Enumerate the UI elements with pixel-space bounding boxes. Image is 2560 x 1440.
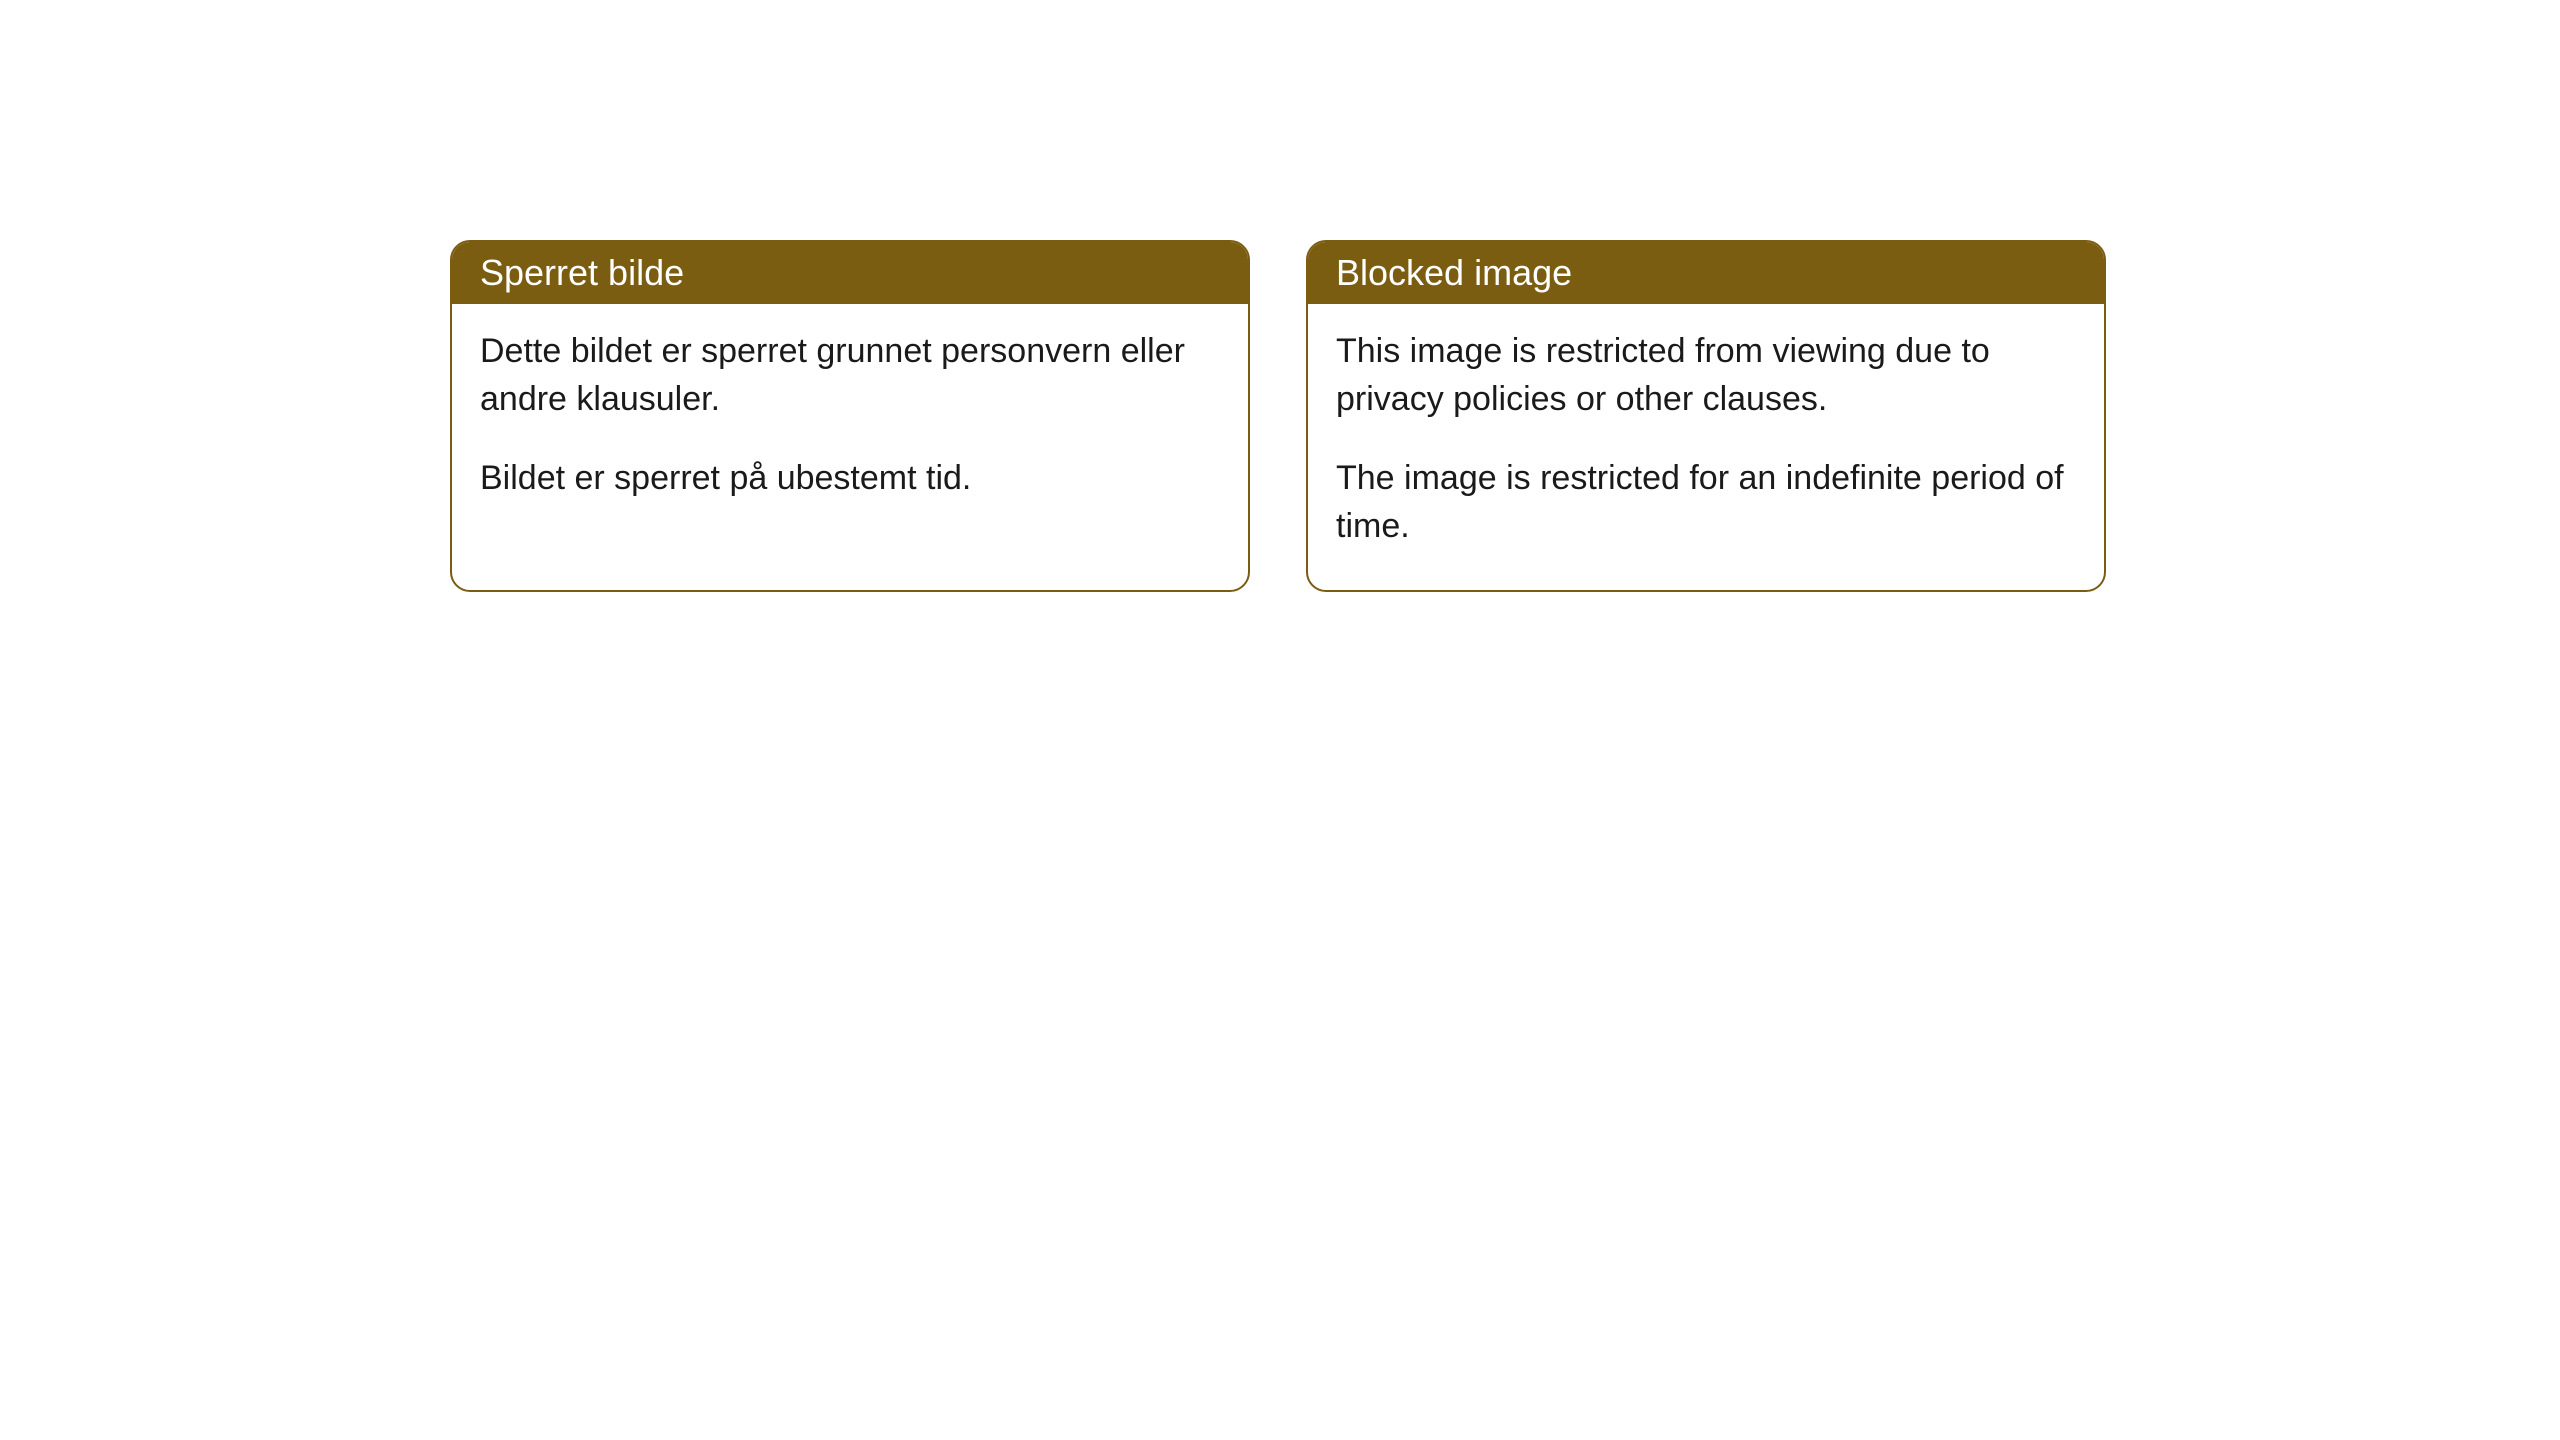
notice-card-norwegian: Sperret bilde Dette bildet er sperret gr…	[450, 240, 1250, 592]
notice-card-english: Blocked image This image is restricted f…	[1306, 240, 2106, 592]
card-paragraph: This image is restricted from viewing du…	[1336, 328, 2076, 423]
card-header-norwegian: Sperret bilde	[452, 242, 1248, 304]
card-header-english: Blocked image	[1308, 242, 2104, 304]
card-paragraph: Bildet er sperret på ubestemt tid.	[480, 455, 1220, 503]
card-paragraph: The image is restricted for an indefinit…	[1336, 455, 2076, 550]
card-title: Sperret bilde	[480, 252, 684, 293]
card-body-english: This image is restricted from viewing du…	[1308, 304, 2104, 590]
notice-cards-container: Sperret bilde Dette bildet er sperret gr…	[450, 240, 2106, 592]
card-title: Blocked image	[1336, 252, 1572, 293]
card-body-norwegian: Dette bildet er sperret grunnet personve…	[452, 304, 1248, 543]
card-paragraph: Dette bildet er sperret grunnet personve…	[480, 328, 1220, 423]
